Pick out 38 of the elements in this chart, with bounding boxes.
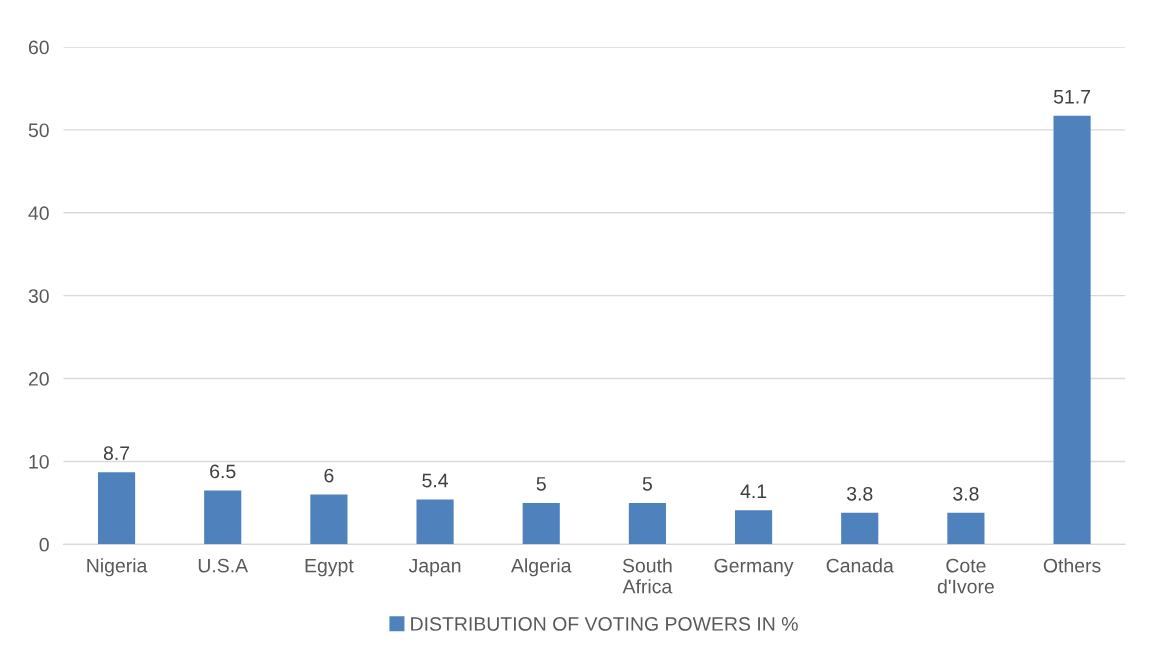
- x-tick-label: Egypt: [305, 558, 354, 577]
- bar: [522, 502, 560, 545]
- x-tick-label: Algeria: [511, 558, 572, 577]
- data-label: 4.1: [740, 484, 767, 498]
- bar: [310, 494, 348, 545]
- y-tick-label: 20: [28, 372, 49, 386]
- x-tick-label: Japan: [408, 558, 461, 577]
- legend-label: DISTRIBUTION OF VOTING POWERS IN %: [411, 617, 798, 631]
- bar: [841, 512, 879, 545]
- y-tick-label: 50: [28, 123, 49, 138]
- y-tick-label: 10: [29, 454, 49, 469]
- bar: [204, 490, 242, 545]
- y-tick-label: 0: [39, 537, 49, 552]
- bar: [416, 499, 454, 545]
- x-tick-label: Others: [1043, 558, 1101, 573]
- data-label: 5: [536, 477, 546, 491]
- data-label: 3.8: [953, 486, 979, 501]
- x-tick-label: South Africa: [622, 558, 673, 594]
- bar: [628, 502, 666, 545]
- x-tick-label: Cote d'Ivore: [937, 558, 994, 594]
- x-tick-label: Germany: [714, 558, 794, 577]
- bar: [734, 510, 773, 545]
- x-tick-label: Canada: [826, 558, 894, 573]
- y-tick-label: 40: [28, 206, 49, 221]
- data-label: 5: [642, 477, 652, 491]
- data-label: 3.8: [846, 486, 873, 501]
- data-label: 51.7: [1053, 90, 1091, 104]
- bar: [1053, 115, 1091, 545]
- data-label: 5.4: [422, 473, 449, 488]
- data-label: 8.7: [103, 446, 130, 461]
- x-tick-label: Nigeria: [87, 558, 148, 577]
- data-label: 6: [324, 468, 334, 483]
- x-tick-label: U.S.A: [198, 558, 249, 573]
- bar: [97, 472, 136, 545]
- data-label: 6.5: [210, 464, 236, 479]
- bar: [947, 512, 985, 545]
- y-tick-label: 60: [28, 40, 49, 55]
- y-tick-label: 30: [28, 289, 49, 303]
